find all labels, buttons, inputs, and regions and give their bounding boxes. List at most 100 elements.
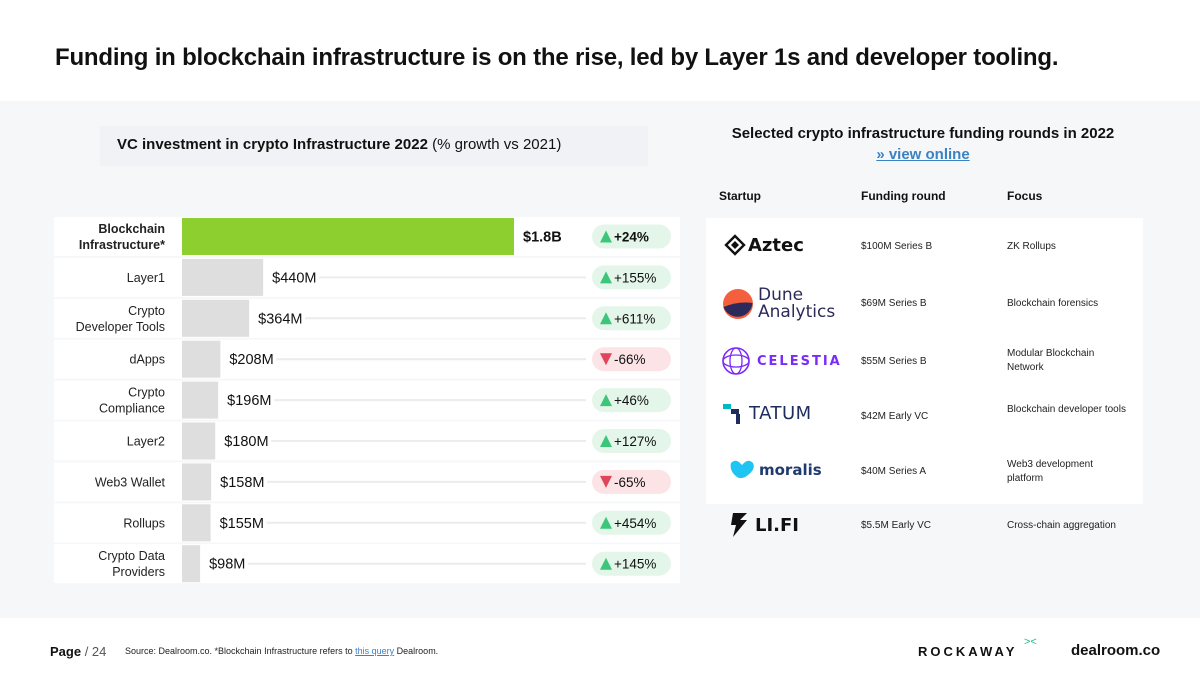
analytics-word: Analytics bbox=[758, 302, 836, 322]
category-label: Infrastructure* bbox=[79, 238, 165, 252]
arrow-up-icon bbox=[600, 230, 612, 243]
category-label: Web3 Wallet bbox=[95, 475, 166, 489]
table-row: Dune Analytics $69M Series B Blockchain … bbox=[706, 276, 1143, 334]
arrow-down-icon bbox=[600, 353, 612, 366]
source-prefix: Source: Dealroom.co. *Blockchain Infrast… bbox=[125, 646, 353, 656]
category-label: Layer1 bbox=[127, 271, 165, 285]
dune-circle-icon bbox=[723, 289, 753, 319]
lifi-wordmark: LI.FI bbox=[755, 514, 799, 536]
source-query-link[interactable]: this query bbox=[355, 646, 395, 656]
focus: Web3 development platform bbox=[1007, 459, 1093, 484]
chart-title-box bbox=[100, 126, 648, 166]
table-row: LI.FI $5.5M Early VC Cross-chain aggrega… bbox=[706, 501, 1143, 551]
arrow-up-icon bbox=[600, 312, 612, 325]
value-label: $180M bbox=[224, 434, 268, 450]
value-label: $158M bbox=[220, 475, 264, 491]
growth-label: +454% bbox=[614, 516, 656, 531]
arrow-up-icon bbox=[600, 271, 612, 284]
value-label: $364M bbox=[258, 311, 302, 327]
chart-subtitle: (% growth vs 2021) bbox=[432, 136, 562, 153]
page-number: / 24 bbox=[84, 644, 107, 659]
bar-chart: Blockchain Infrastructure* $1.8B +24% Layer1… bbox=[75, 218, 671, 583]
tatum-mark-icon bbox=[723, 403, 740, 424]
category-label: dApps bbox=[130, 353, 165, 367]
funding-round: $100M Series B bbox=[861, 241, 933, 252]
arrow-up-icon bbox=[600, 557, 612, 570]
tatum-logo: TATUM bbox=[723, 403, 812, 424]
aztec-logo: Aztec bbox=[724, 234, 804, 256]
col-header-funding-round: Funding round bbox=[861, 189, 946, 203]
funding-round: $42M Early VC bbox=[861, 411, 929, 422]
source-note: Source: Dealroom.co. *Blockchain Infrast… bbox=[125, 646, 438, 656]
category-label: Providers bbox=[112, 565, 165, 579]
tatum-wordmark: TATUM bbox=[749, 403, 812, 424]
rounds-title: Selected crypto infrastructure funding r… bbox=[731, 125, 1115, 142]
value-label: $440M bbox=[272, 270, 316, 286]
arrow-up-icon bbox=[600, 516, 612, 529]
dune-word: Dune bbox=[758, 285, 804, 305]
value-label: $208M bbox=[229, 352, 273, 368]
moralis-heart-icon bbox=[730, 460, 754, 479]
celestia-wordmark: CELESTIA bbox=[757, 353, 842, 369]
page-indicator: Page / 24 bbox=[50, 644, 106, 659]
arrow-up-icon bbox=[600, 394, 612, 407]
value-label: $155M bbox=[220, 516, 264, 532]
category-label: Compliance bbox=[99, 402, 165, 416]
focus: Blockchain forensics bbox=[1007, 298, 1099, 309]
focus: ZK Rollups bbox=[1007, 241, 1056, 252]
moralis-wordmark: moralis bbox=[759, 461, 822, 479]
category-label: Crypto Data bbox=[98, 549, 165, 563]
table-row: Aztec $100M Series B ZK Rollups bbox=[706, 218, 1143, 276]
growth-label: -65% bbox=[614, 475, 646, 490]
focus: Modular Blockchain Network bbox=[1007, 348, 1095, 373]
aztec-diamond-icon bbox=[724, 234, 746, 256]
value-label: $196M bbox=[227, 393, 271, 409]
category-label: Rollups bbox=[123, 516, 165, 530]
aztec-wordmark: Aztec bbox=[748, 234, 804, 256]
bar bbox=[182, 545, 201, 583]
source-suffix: Dealroom. bbox=[396, 646, 439, 656]
growth-label: +155% bbox=[614, 270, 656, 285]
celestia-logo: CELESTIA bbox=[721, 346, 842, 376]
lifi-logo: LI.FI bbox=[729, 511, 799, 539]
table-row: moralis $40M Series A Web3 development p… bbox=[706, 446, 1143, 504]
value-label: $98M bbox=[209, 557, 245, 573]
growth-label: +46% bbox=[614, 393, 649, 408]
bar bbox=[182, 218, 514, 255]
growth-label: -66% bbox=[614, 352, 646, 367]
page-headline: Funding in blockchain infrastructure is … bbox=[55, 44, 1059, 71]
table-row: CELESTIA $55M Series B Modular Blockchai… bbox=[706, 334, 1143, 392]
category-label: Crypto bbox=[128, 386, 165, 400]
funding-round: $5.5M Early VC bbox=[861, 520, 932, 531]
view-online-link[interactable]: » view online bbox=[876, 146, 970, 163]
celestia-orb-icon bbox=[722, 347, 750, 375]
dealroom-logo: dealroom.co bbox=[1071, 642, 1161, 659]
growth-label: +127% bbox=[614, 434, 656, 449]
arrow-up-icon bbox=[600, 435, 612, 447]
table-row: TATUM $42M Early VC Blockchain developer… bbox=[706, 390, 1143, 448]
focus: Blockchain developer tools bbox=[1007, 404, 1126, 415]
chart-title: VC investment in crypto Infrastructure 2… bbox=[117, 136, 561, 153]
rockaway-mark-icon: >< bbox=[1024, 636, 1037, 648]
category-label: Blockchain bbox=[98, 222, 165, 236]
bar bbox=[182, 299, 250, 337]
dune-wordmark: Dune Analytics bbox=[758, 287, 835, 321]
category-label: Crypto bbox=[128, 304, 165, 318]
col-header-focus: Focus bbox=[1007, 189, 1043, 203]
lifi-mark-icon bbox=[731, 513, 747, 537]
funding-round: $69M Series B bbox=[861, 298, 927, 309]
page-label: Page bbox=[50, 644, 82, 659]
funding-round: $55M Series B bbox=[861, 356, 927, 367]
chart-title-main: VC investment in crypto Infrastructure 2… bbox=[117, 136, 428, 153]
value-label: $1.8B bbox=[523, 230, 562, 246]
bar bbox=[182, 422, 216, 460]
growth-label: +145% bbox=[614, 557, 656, 572]
category-label: Layer2 bbox=[127, 435, 165, 449]
dune-logo: Dune Analytics bbox=[722, 287, 835, 321]
moralis-logo: moralis bbox=[728, 459, 822, 481]
growth-label: +24% bbox=[614, 230, 649, 245]
growth-label: +611% bbox=[614, 311, 655, 326]
bar bbox=[182, 258, 264, 296]
col-header-startup: Startup bbox=[719, 189, 761, 203]
rockaway-logo: ROCKAWAY bbox=[918, 644, 1018, 659]
